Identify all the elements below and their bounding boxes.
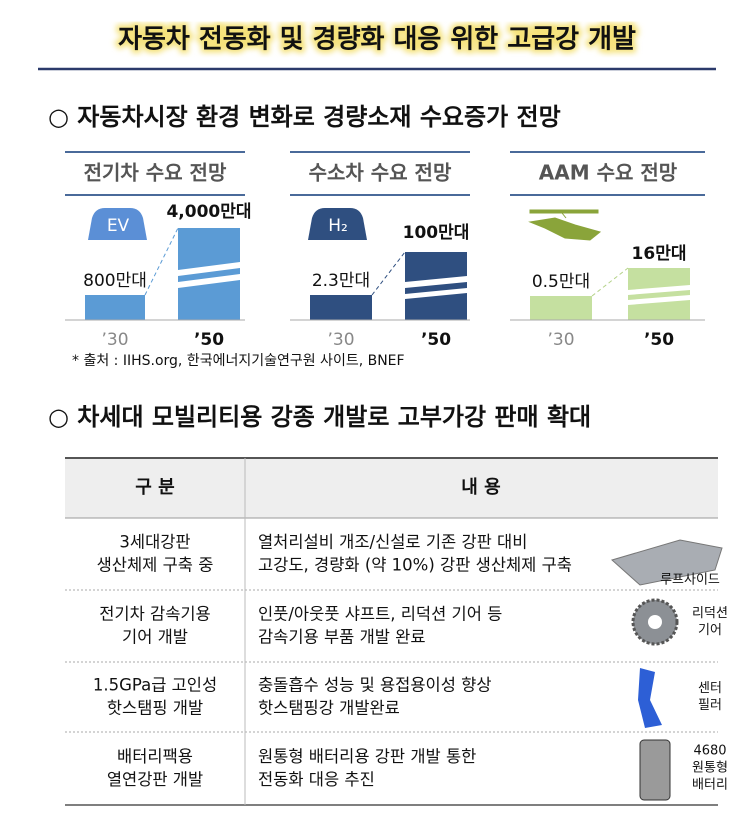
source: * 출처 : IIHS.org, 한국에너지기술연구원 사이트, BNEF [72,353,405,369]
panel-title: AAM 수요 전망 [539,161,678,185]
title: 자동차 전동화 및 경량화 대응 위한 고급강 개발 [118,25,636,55]
bar [310,295,372,320]
icon [88,208,147,240]
cell-text: 고강도, 경량화 (약 10%) 강판 생산체제 구축 [258,556,572,575]
cell-text: 열처리설비 개조/신설로 기존 강판 대비 [258,533,527,552]
panel: 전기차 수요 전망 EV 800만대 4,000만대 ’30 ’50 [65,151,252,350]
cell-text: 핫스탬핑 개발 [107,699,203,718]
image-caption: 원통형 [692,761,728,776]
value-label: 16만대 [632,244,687,264]
cell-text: 3세대강판 [119,533,190,552]
cell-text: 전기차 감속기용 [99,605,211,624]
year: ’30 [547,330,574,350]
cell-text: 기어 개발 [122,628,188,647]
bar [530,296,592,320]
cell-text: 감속기용 부품 개발 완료 [258,628,426,647]
value-label: 0.5만대 [532,272,590,292]
year: ’30 [327,330,354,350]
image-caption: 4680 [693,744,726,759]
section-heading: ○ 차세대 모빌리티용 강종 개발로 고부가강 판매 확대 [48,403,591,431]
cell-text: 1.5GPa급 고인성 [93,676,217,695]
title-glow: 자동차 전동화 및 경량화 대응 위한 고급강 개발 [118,25,636,55]
image [639,739,671,801]
cell-text: 생산체제 구축 중 [97,556,214,575]
image-caption: 배터리 [692,778,728,793]
image [638,668,662,728]
year: ’30 [101,330,128,350]
year: ’50 [194,330,224,350]
image-caption: 필러 [698,698,722,713]
panel-title: 수소차 수요 전망 [309,161,452,185]
image-caption: 기어 [698,623,722,638]
icon [308,208,367,240]
icon-text: H₂ [328,216,348,236]
cell-text: 배터리팩용 [117,747,193,766]
cell-text: 원통형 배터리용 강판 개발 통한 [258,747,476,766]
value-label: 100만대 [403,223,470,243]
value-label: 4,000만대 [166,202,251,222]
bar [85,295,145,320]
cell-text: 전동화 대응 추진 [258,770,375,789]
table-header: 내 용 [461,477,500,498]
image-caption: 센터 [698,681,722,696]
icon [528,209,602,241]
table-header: 구 분 [135,477,174,498]
panel: AAM 수요 전망 0.5만대 16만대 ’30 ’50 [510,151,705,350]
cell-text: 열연강판 개발 [107,770,203,789]
panel-title: 전기차 수요 전망 [84,161,227,185]
section-heading: ○ 자동차시장 환경 변화로 경량소재 수요증가 전망 [48,103,561,131]
table: 구 분 내 용 [65,457,723,806]
cell-text: 핫스탬핑강 개발완료 [258,699,400,718]
image-caption: 루프사이드 [660,573,720,588]
value-label: 800만대 [83,271,147,291]
cell-text: 충돌흡수 성능 및 용접용이성 향상 [258,676,492,695]
cell-text: 인풋/아웃풋 샤프트, 리덕션 기어 등 [258,605,502,624]
image-caption: 리덕션 [692,606,728,621]
image [610,539,723,586]
year: ’50 [644,330,674,350]
icon-text: EV [107,216,130,236]
value-label: 2.3만대 [312,271,370,291]
panel: 수소차 수요 전망 H₂ 2.3만대 100만대 ’30 ’50 [290,151,470,350]
year: ’50 [421,330,451,350]
